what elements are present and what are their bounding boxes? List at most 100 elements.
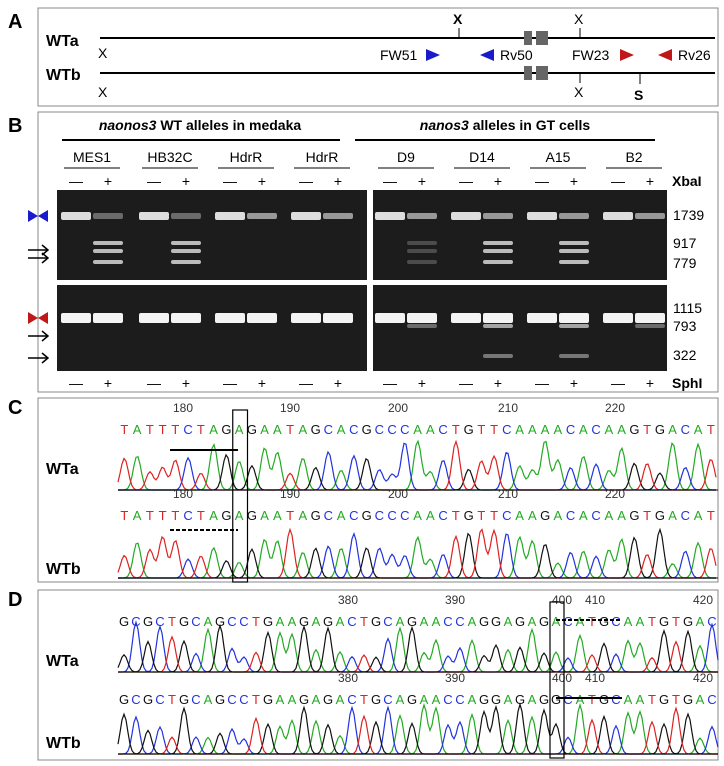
base: A: [504, 692, 513, 707]
size-label: 793: [673, 318, 697, 334]
base: A: [426, 422, 435, 437]
gel-band: [247, 313, 277, 323]
base: A: [337, 508, 346, 523]
size-label: 1739: [673, 207, 704, 223]
base: C: [155, 692, 164, 707]
base: T: [252, 692, 260, 707]
size-label: 1115: [673, 300, 702, 316]
enzyme-sign: —: [147, 375, 161, 391]
gel-band: [247, 213, 277, 219]
group-title: naonos3 WT alleles in medaka: [99, 117, 302, 133]
base: C: [349, 508, 358, 523]
base: C: [502, 422, 511, 437]
gel-band: [407, 324, 437, 328]
base: A: [336, 692, 345, 707]
base: A: [426, 508, 435, 523]
trace: [118, 626, 718, 673]
gel-band: [451, 313, 481, 323]
base: G: [629, 508, 639, 523]
enzyme-sign: —: [535, 173, 549, 189]
primer-arrow: [658, 49, 672, 61]
trace: [117, 439, 717, 491]
base: C: [155, 614, 164, 629]
base: A: [636, 692, 645, 707]
enzyme-sign: —: [459, 173, 473, 189]
position-tick: 400: [552, 671, 572, 685]
base: A: [528, 614, 537, 629]
base: T: [648, 614, 656, 629]
base: T: [588, 692, 596, 707]
enzyme-sign: +: [258, 375, 266, 391]
base: G: [551, 692, 561, 707]
base: G: [263, 692, 273, 707]
base: A: [260, 422, 269, 437]
base: A: [337, 422, 346, 437]
panel-label: A: [8, 11, 22, 33]
base: C: [227, 692, 236, 707]
enzyme-label: XbaI: [672, 173, 702, 189]
base: C: [383, 614, 392, 629]
base: G: [659, 692, 669, 707]
enzyme-sign: +: [104, 375, 112, 391]
primer-arrow: [620, 49, 634, 61]
base: G: [299, 692, 309, 707]
marker-arrow: [28, 244, 50, 256]
gel-band: [407, 313, 437, 323]
exon: [536, 66, 548, 80]
gel-band: [215, 212, 245, 220]
enzyme-sign: —: [383, 173, 397, 189]
base: C: [324, 422, 333, 437]
base: A: [204, 614, 213, 629]
base: G: [683, 692, 693, 707]
base: A: [528, 508, 537, 523]
trace: [118, 439, 716, 491]
base: G: [539, 692, 549, 707]
marker-arrow: [28, 330, 50, 342]
site-x: X: [98, 45, 108, 61]
gel-band: [407, 213, 437, 219]
gel-band: [139, 313, 169, 323]
base: T: [168, 614, 176, 629]
base: C: [131, 692, 140, 707]
base: A: [696, 692, 705, 707]
gel-band: [375, 212, 405, 220]
base: C: [443, 692, 452, 707]
base: A: [468, 692, 477, 707]
base: C: [591, 422, 600, 437]
position-tick: 210: [498, 487, 518, 501]
marker-arrow: [28, 252, 50, 264]
base: C: [611, 692, 620, 707]
base: G: [539, 614, 549, 629]
base: A: [273, 422, 282, 437]
enzyme-sign: +: [182, 173, 190, 189]
gel-band: [483, 354, 513, 358]
base: C: [563, 692, 572, 707]
gel-band: [559, 249, 589, 253]
base: C: [455, 614, 464, 629]
base: A: [396, 614, 405, 629]
panel-label: B: [8, 115, 22, 137]
base: G: [407, 692, 417, 707]
gel-band: [291, 212, 321, 220]
base: G: [479, 692, 489, 707]
gel-band: [559, 260, 589, 264]
gel-band: [171, 313, 201, 323]
position-tick: 390: [445, 671, 465, 685]
base: C: [438, 508, 447, 523]
position-tick: 380: [338, 593, 358, 607]
row-label: WTb: [46, 67, 81, 84]
gel: [373, 190, 667, 280]
base: T: [490, 422, 498, 437]
base: A: [133, 508, 142, 523]
enzyme-sign: +: [104, 173, 112, 189]
base: T: [477, 422, 485, 437]
gel-band: [483, 241, 513, 245]
base: A: [396, 692, 405, 707]
size-label: 779: [673, 255, 697, 271]
highlight-box: [549, 601, 565, 759]
gel-band: [603, 313, 633, 323]
base: T: [286, 508, 294, 523]
base: A: [413, 508, 422, 523]
base: A: [413, 422, 422, 437]
base: C: [502, 508, 511, 523]
